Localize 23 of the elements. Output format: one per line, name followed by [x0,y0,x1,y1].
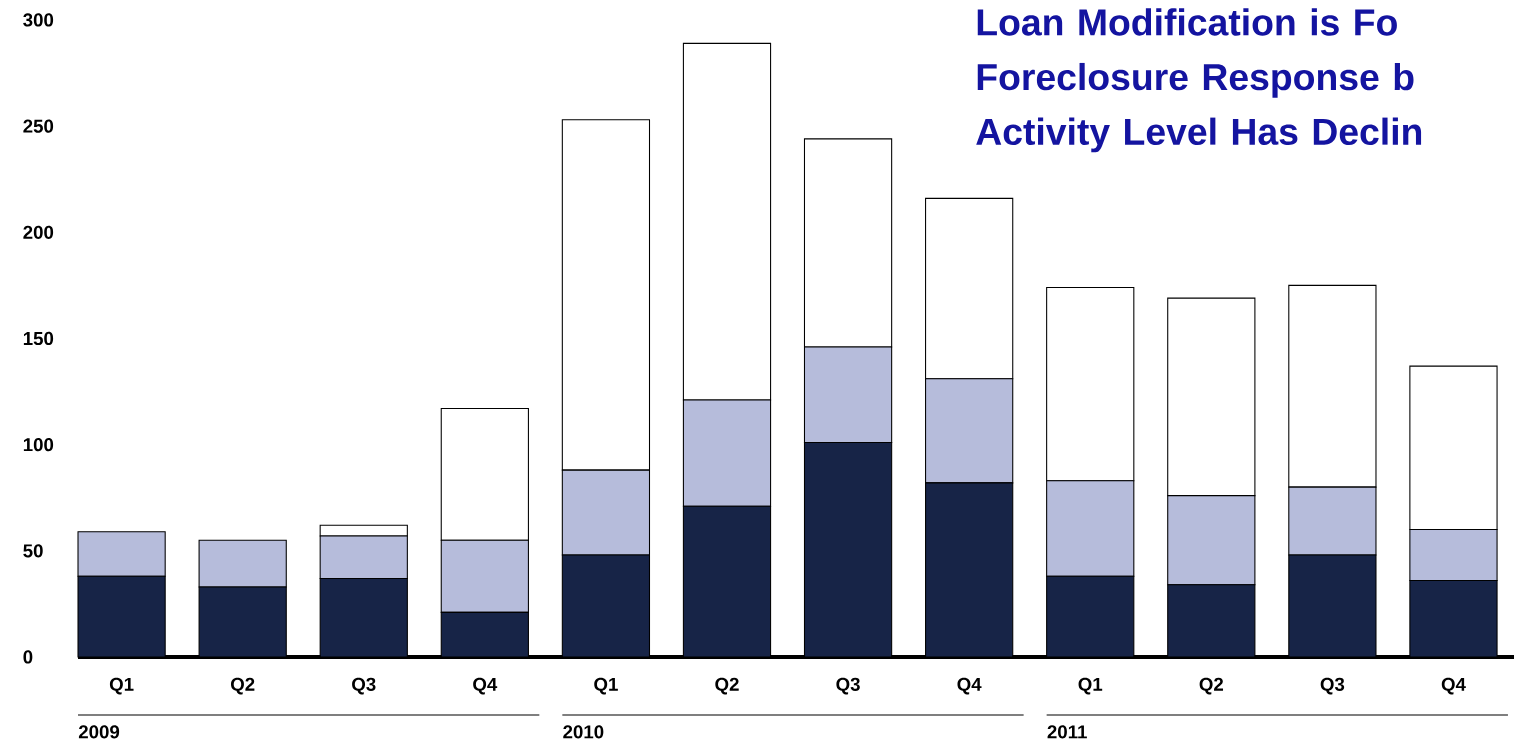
y-tick-label: 100 [23,438,54,452]
x-tick-label: Q3 [352,677,376,695]
y-tick-label: 150 [23,331,54,346]
text: 2011 [1047,725,1087,739]
x-tick-label: Q4 [473,677,498,695]
x-tick-label: Q1 [109,677,134,695]
y-tick-label: 50 [23,544,43,558]
y-tick-label: 250 [23,119,54,133]
x-tick-label: Q1 [1078,677,1103,695]
y-tick-label: 300 [23,13,54,27]
x-tick-label: Q3 [1320,677,1345,695]
x-tick-label: Q2 [715,677,739,695]
text: 2009 [78,725,120,739]
y-tick-label: 200 [23,225,54,239]
x-tick-label: Q1 [594,677,618,695]
y-tick-label: 0 [23,650,33,664]
x-tick-label: Q4 [1441,677,1466,695]
x-tick-label: Q3 [836,677,860,695]
text: Loan Modification is Fo Foreclosure Response b Activity Level Has Declin [976,8,1422,153]
x-tick-label: Q2 [231,677,255,695]
x-tick-label: Q4 [957,677,982,695]
x-tick-label: Q2 [1199,677,1224,695]
text: 2010 [563,725,604,739]
